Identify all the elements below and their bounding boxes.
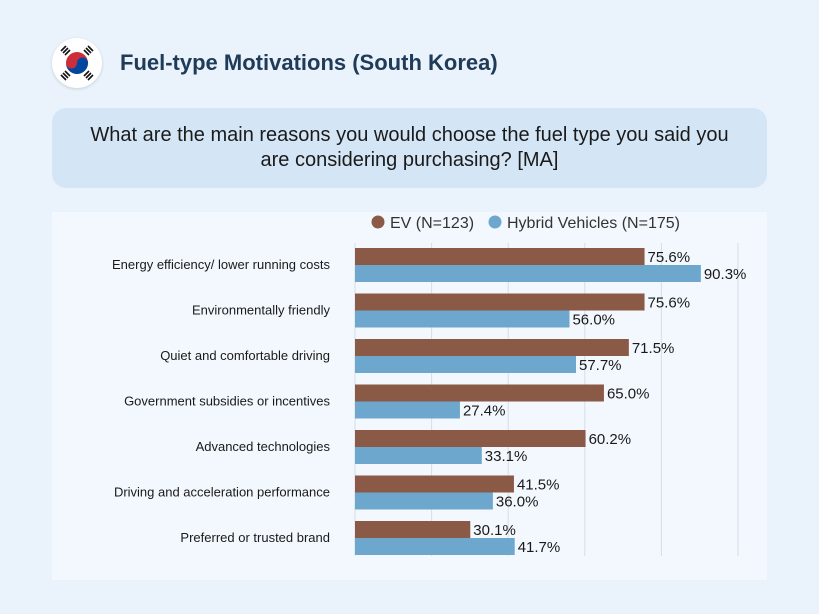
data-label: 33.1%: [485, 448, 528, 465]
question-box: What are the main reasons you would choo…: [52, 108, 767, 188]
category-label: Government subsidies or incentives: [124, 394, 330, 409]
data-label: 75.6%: [648, 295, 691, 312]
data-label: 27.4%: [463, 403, 506, 420]
data-label: 71.5%: [632, 340, 675, 357]
data-label: 41.7%: [518, 539, 561, 556]
legend-label: Hybrid Vehicles (N=175): [507, 215, 680, 232]
data-label: 57.7%: [579, 357, 622, 374]
bar: [355, 492, 493, 510]
bar: [355, 293, 645, 311]
category-label: Driving and acceleration performance: [114, 485, 330, 500]
data-label: 60.2%: [589, 431, 632, 448]
bar: [355, 538, 515, 555]
legend-marker: [488, 215, 502, 229]
legend-label: EV (N=123): [390, 215, 474, 232]
category-label: Environmentally friendly: [192, 303, 331, 318]
bar: [355, 401, 460, 419]
data-label: 90.3%: [704, 266, 747, 283]
bar: [355, 248, 645, 265]
bar: [355, 430, 586, 447]
data-label: 36.0%: [496, 494, 539, 511]
data-label: 65.0%: [607, 386, 650, 403]
legend-marker: [371, 215, 385, 229]
data-label: 56.0%: [572, 312, 615, 329]
category-label: Preferred or trusted brand: [180, 530, 330, 545]
bar: [355, 384, 604, 402]
bar: [355, 356, 576, 373]
header: Fuel-type Motivations (South Korea): [52, 38, 498, 88]
bar: [355, 265, 701, 282]
data-label: 41.5%: [517, 477, 560, 494]
south-korea-flag-icon: [52, 38, 102, 88]
page-title: Fuel-type Motivations (South Korea): [120, 50, 498, 75]
bar: [355, 339, 629, 356]
bar: [355, 475, 514, 493]
question-text: What are the main reasons you would choo…: [90, 124, 729, 171]
bar: [355, 310, 570, 328]
category-label: Quiet and comfortable driving: [160, 348, 330, 363]
data-label: 75.6%: [648, 249, 691, 266]
bar: [355, 447, 482, 464]
data-label: 30.1%: [473, 522, 516, 539]
category-label: Advanced technologies: [196, 439, 331, 454]
bar: [355, 521, 471, 538]
category-label: Energy efficiency/ lower running costs: [112, 257, 330, 272]
